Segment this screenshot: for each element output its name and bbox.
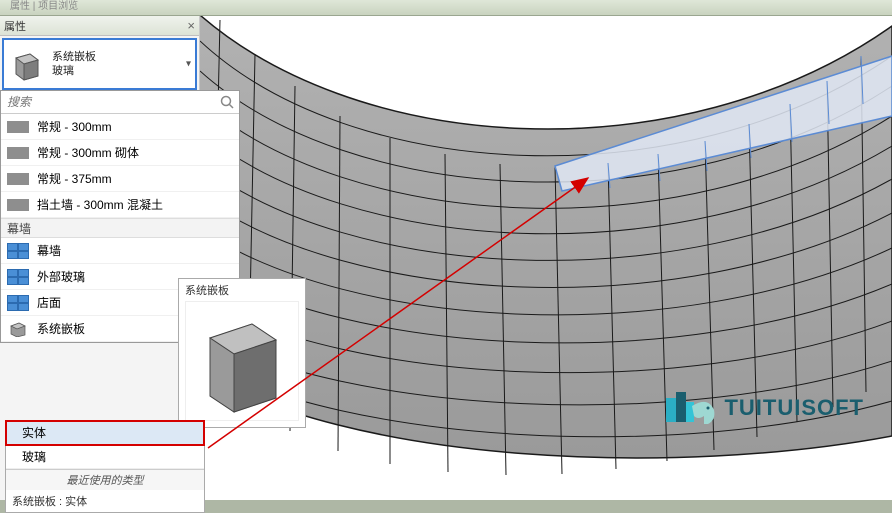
type-selector[interactable]: 系统嵌板 玻璃 ▾ — [2, 38, 197, 90]
dropdown-item[interactable]: 常规 - 375mm — [1, 166, 239, 192]
variant-item-glass[interactable]: 玻璃 — [6, 445, 204, 469]
curtain-swatch-icon — [7, 243, 29, 259]
dropdown-item[interactable]: 幕墙 — [1, 238, 239, 264]
search-row — [1, 91, 239, 114]
wall-swatch-icon — [7, 147, 29, 159]
search-input[interactable] — [1, 91, 239, 113]
type-thumbnail — [8, 46, 44, 82]
type-label: 系统嵌板 玻璃 — [52, 50, 191, 79]
type-variant-list: 实体 玻璃 最近使用的类型 系统嵌板 : 实体 — [5, 420, 205, 513]
tab-bar: 属性 | 项目浏览 — [0, 0, 892, 16]
wall-swatch-icon — [7, 121, 29, 133]
wall-swatch-icon — [7, 173, 29, 185]
wall-swatch-icon — [7, 199, 29, 211]
watermark-logo: TUITUISOFT — [662, 386, 864, 430]
dropdown-item[interactable]: 常规 - 300mm 砌体 — [1, 140, 239, 166]
recent-types-header: 最近使用的类型 — [6, 469, 204, 490]
logo-text: TUITUISOFT — [724, 395, 864, 421]
search-icon[interactable] — [219, 94, 235, 110]
dropdown-item[interactable]: 常规 - 300mm — [1, 114, 239, 140]
dropdown-item[interactable]: 挡土墙 - 300mm 混凝土 — [1, 192, 239, 218]
recent-type-item[interactable]: 系统嵌板 : 实体 — [6, 490, 204, 512]
curtain-swatch-icon — [7, 295, 29, 311]
logo-icon — [662, 386, 718, 430]
tab-label[interactable]: 属性 | 项目浏览 — [10, 1, 78, 12]
chevron-down-icon[interactable]: ▾ — [186, 59, 191, 70]
panel-title: 属性 — [4, 18, 26, 34]
dropdown-group: 幕墙 — [1, 218, 239, 238]
type-preview-tooltip: 系统嵌板 — [178, 278, 306, 428]
close-icon[interactable]: × — [187, 18, 195, 33]
preview-title: 系统嵌板 — [185, 282, 299, 298]
curtain-swatch-icon — [7, 269, 29, 285]
panel-titlebar[interactable]: 属性 × — [0, 16, 199, 36]
variant-item-solid[interactable]: 实体 — [6, 421, 204, 445]
panel-swatch-icon — [7, 321, 29, 337]
preview-image — [185, 301, 299, 421]
